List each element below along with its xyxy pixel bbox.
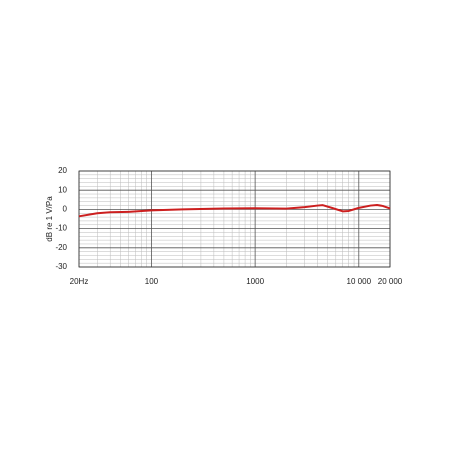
x-tick-label: 100 [145,277,159,286]
y-tick-label: -20 [55,243,67,252]
y-tick-label: 0 [63,205,68,214]
x-tick-label: 1000 [246,277,264,286]
x-tick-label: 20Hz [70,277,89,286]
x-tick-label: 10 000 [347,277,372,286]
y-tick-label: -30 [55,262,67,271]
y-tick-label: -10 [55,224,67,233]
y-axis-label: dB re 1 V/Pa [45,196,54,242]
y-tick-label: 10 [58,185,67,194]
response-line [78,203,391,218]
plot-frame [78,170,391,268]
x-tick-label: 20 000 [378,277,403,286]
y-tick-label: 20 [58,166,67,175]
